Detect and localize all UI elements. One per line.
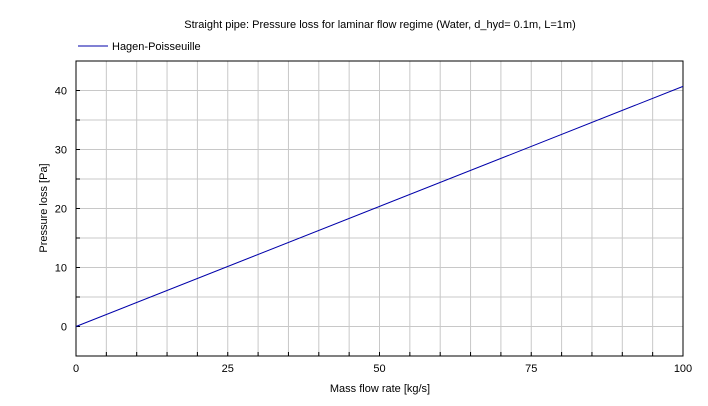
- x-tick-label: 75: [525, 363, 537, 375]
- x-axis-label: Mass flow rate [kg/s]: [330, 383, 430, 395]
- tick-labels: 0 25 50 75 100 0 10 20 30 40: [55, 86, 692, 376]
- series-line: [75, 85, 684, 327]
- y-axis-label: Pressure loss [Pa]: [38, 163, 50, 252]
- y-tick-label: 30: [55, 145, 67, 157]
- y-tick-label: 20: [55, 204, 67, 216]
- y-tick-label: 10: [55, 263, 67, 275]
- x-tick-label: 0: [73, 363, 79, 375]
- x-tick-label: 25: [222, 363, 234, 375]
- series: [75, 85, 684, 327]
- legend-label: Hagen-Poisseuille: [112, 41, 201, 53]
- x-tick-label: 100: [674, 363, 692, 375]
- grid: [76, 61, 683, 356]
- x-tick-label: 50: [373, 363, 385, 375]
- legend: Hagen-Poisseuille: [78, 41, 201, 53]
- y-tick-label: 40: [55, 86, 67, 98]
- y-tick-label: 0: [61, 322, 67, 334]
- chart-title: Straight pipe: Pressure loss for laminar…: [184, 19, 575, 31]
- ticks: [76, 90, 654, 356]
